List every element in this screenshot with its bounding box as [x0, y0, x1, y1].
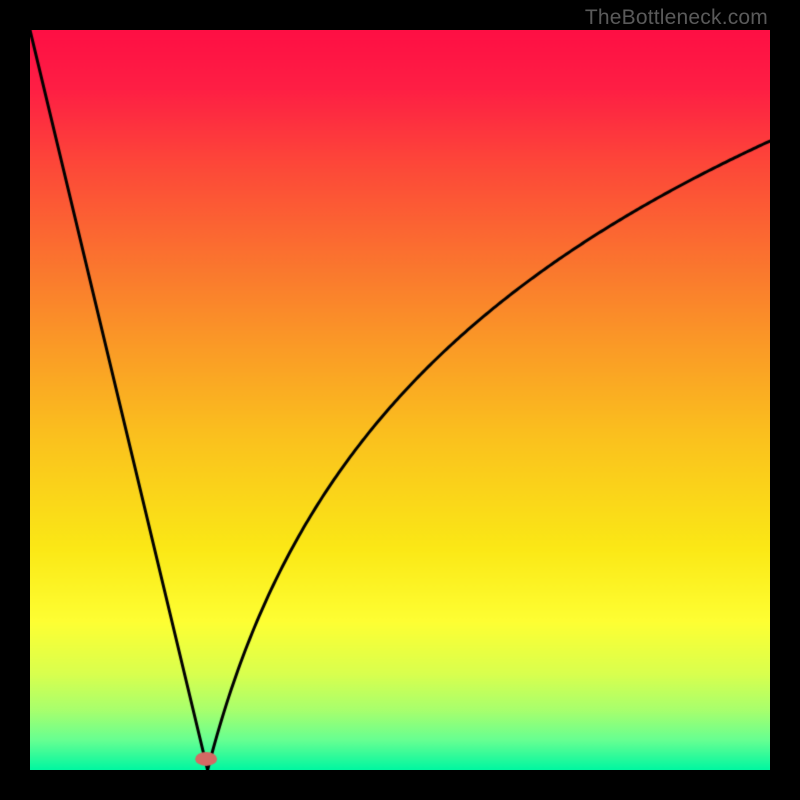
plot-area: [30, 30, 770, 770]
watermark-text: TheBottleneck.com: [585, 6, 768, 30]
bottleneck-curve: [30, 30, 770, 770]
chart-frame: TheBottleneck.com: [0, 0, 800, 800]
